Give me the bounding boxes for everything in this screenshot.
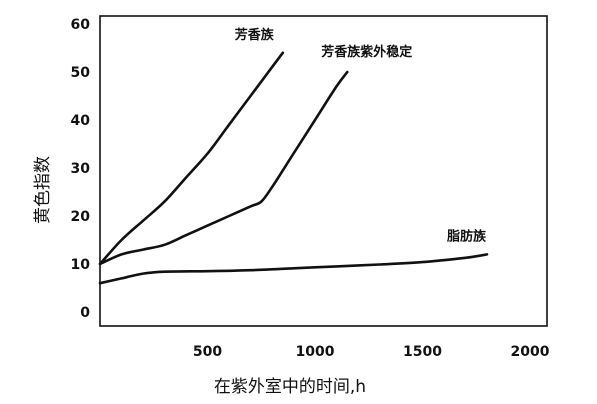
x-tick-labels: 500 1000 1500 2000: [193, 344, 550, 360]
y-tick-label: 0: [80, 305, 90, 321]
y-tick-label: 10: [71, 257, 91, 273]
x-axis-label: 在紫外室中的时间,h: [214, 377, 366, 397]
y-tick-label: 20: [71, 209, 91, 225]
series-layer: [98, 51, 489, 285]
x-tick-label: 2000: [511, 344, 550, 360]
x-tick-label: 1000: [296, 344, 335, 360]
y-tick-label: 40: [71, 113, 91, 129]
plot-frame: [99, 15, 548, 327]
y-tick-label: 30: [71, 161, 91, 177]
series-line-1: [98, 51, 285, 266]
series-label-3: 脂肪族: [446, 228, 487, 244]
series-label-2: 芳香族紫外稳定: [321, 44, 412, 60]
x-tick-label: 1500: [403, 344, 442, 360]
series-line-2: [98, 70, 349, 266]
series-label-1: 芳香族: [235, 27, 275, 43]
x-tick-label: 500: [193, 344, 222, 360]
y-tick-labels: 0 10 20 30 40 50 60: [71, 17, 91, 321]
y-axis-label: 黄色指数: [33, 156, 53, 224]
series-line-3: [98, 253, 489, 285]
y-tick-label: 50: [71, 65, 91, 81]
y-tick-label: 60: [71, 17, 91, 33]
